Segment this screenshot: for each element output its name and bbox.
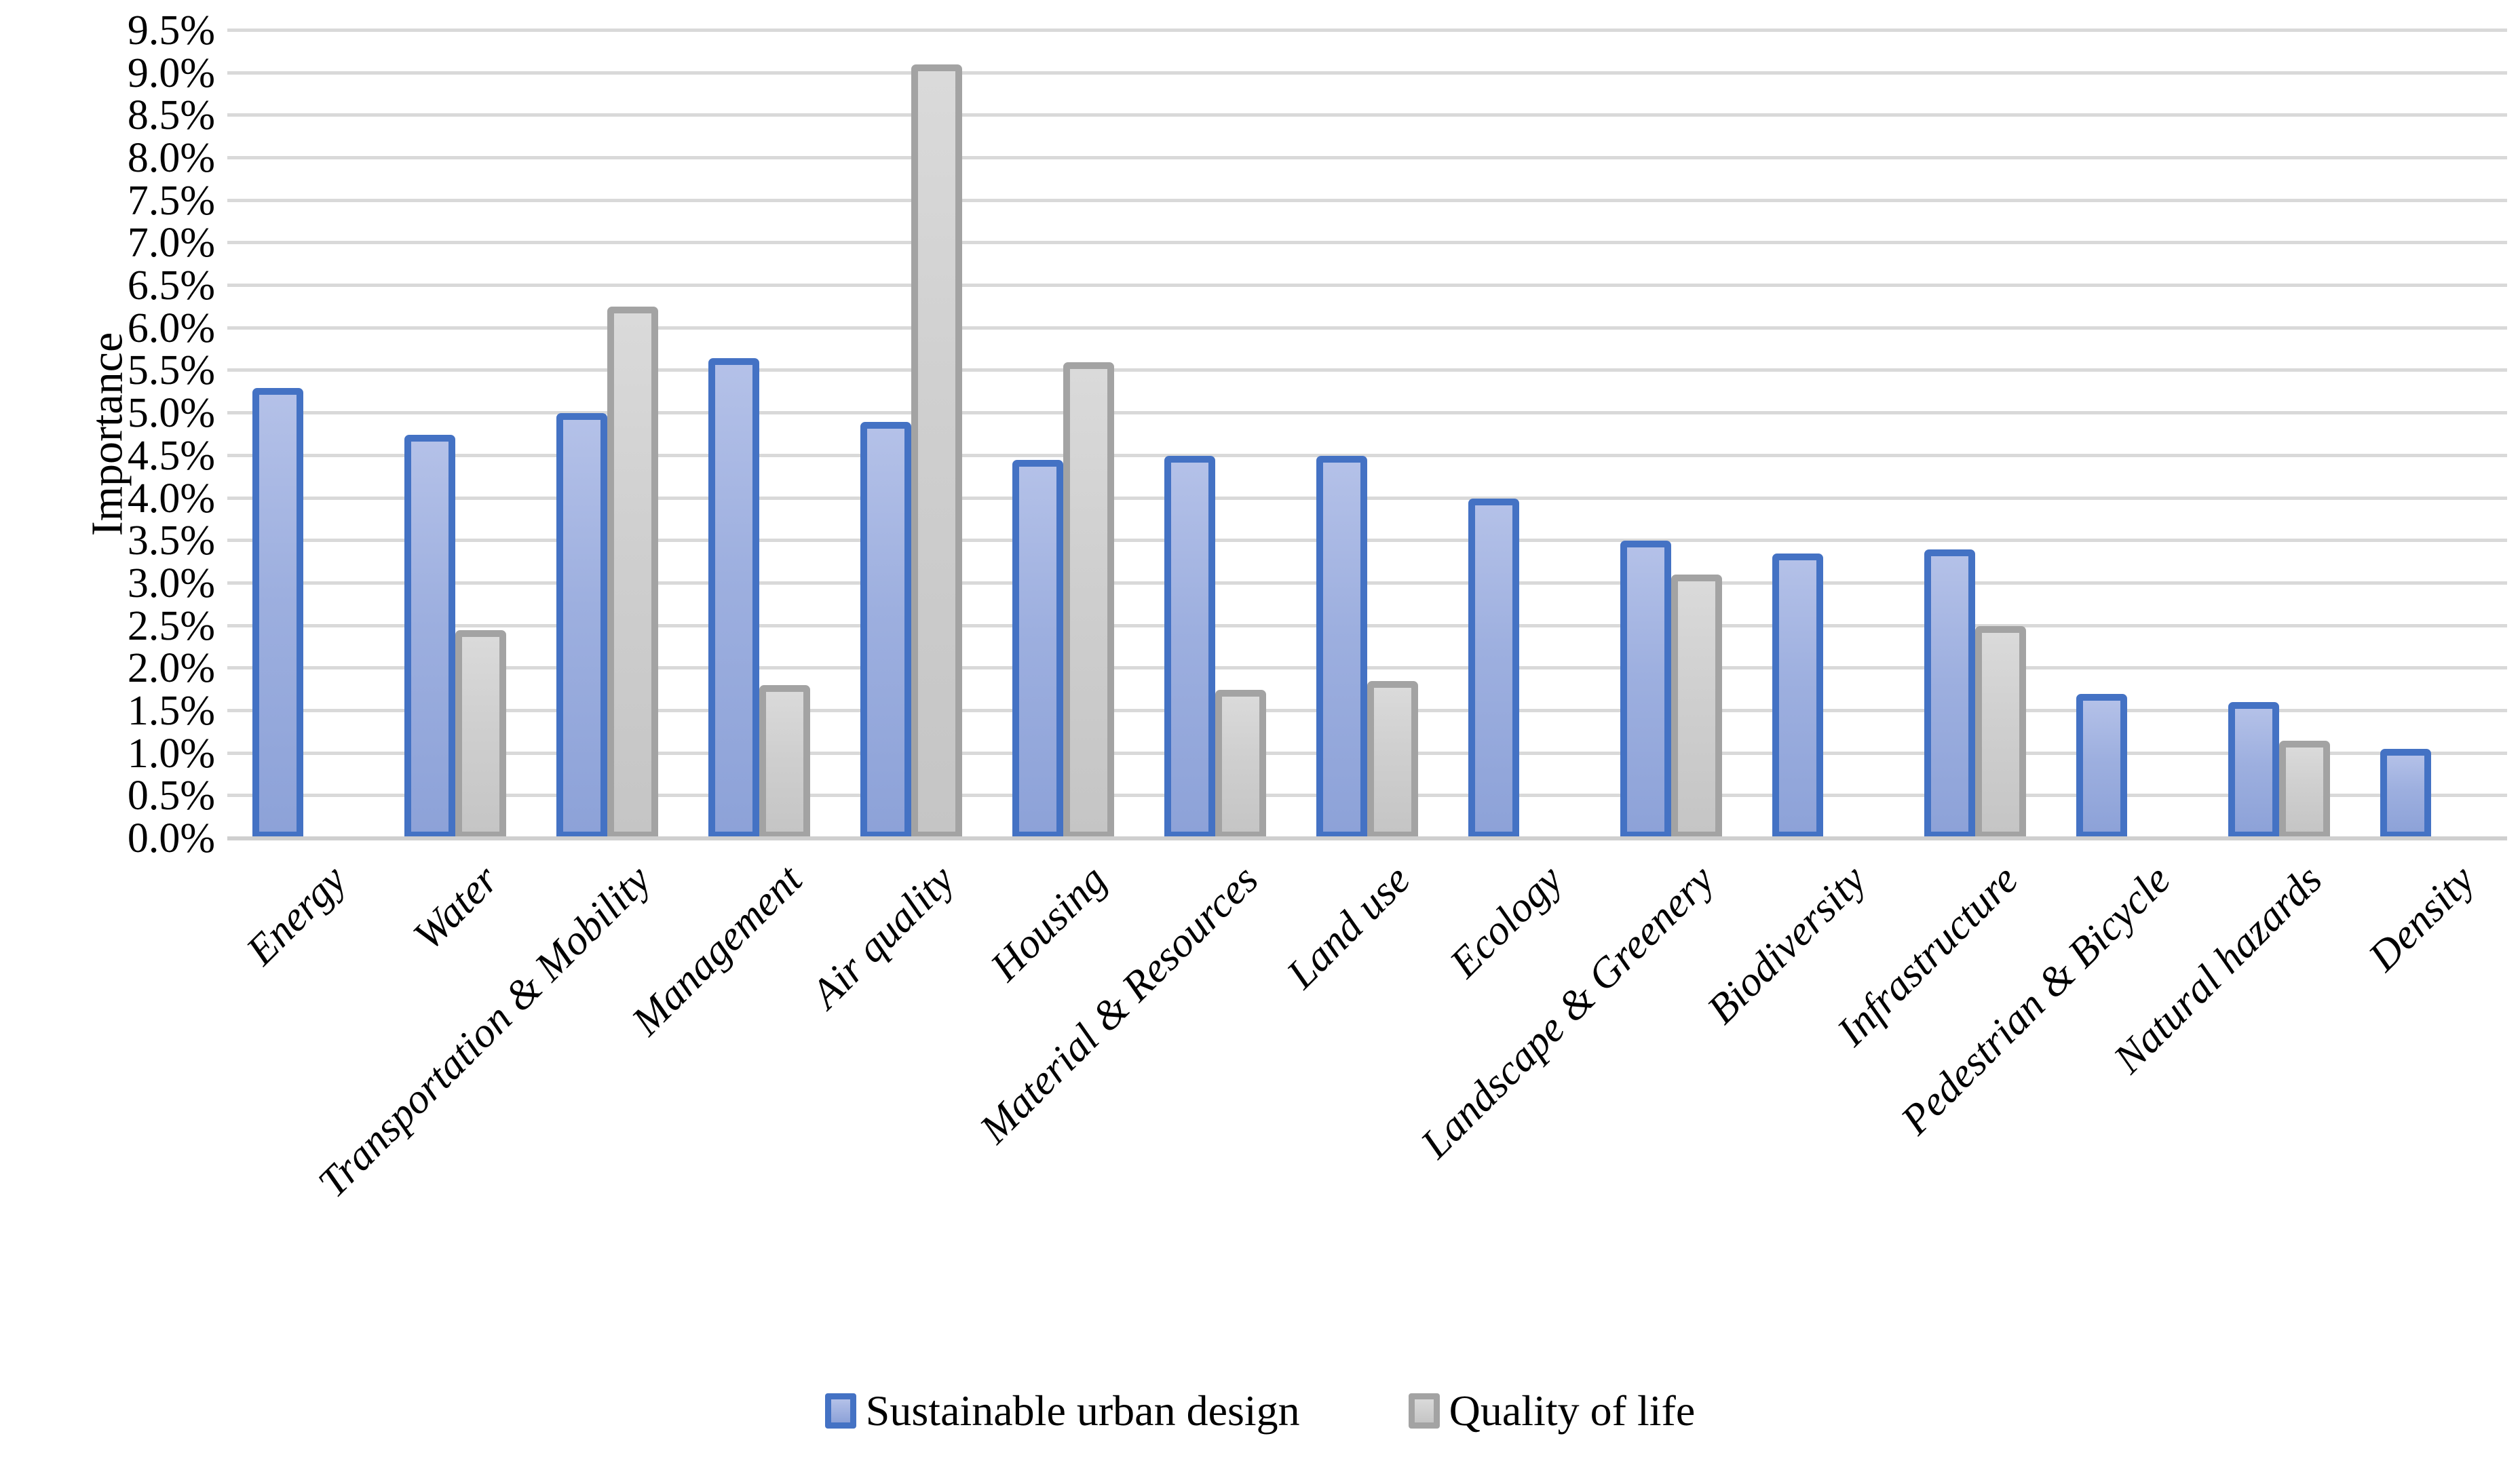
gridline [227,28,2507,32]
y-tick-label: 3.5% [127,518,215,564]
legend-item-sustainable-urban-design: Sustainable urban design [824,1386,1300,1435]
bar-quality-of-life [1975,625,2026,838]
x-category-label: Landscape & Greenery [1412,856,1723,1167]
y-tick-label: 8.5% [127,92,215,139]
y-tick-label: 7.5% [127,177,215,224]
bar-quality-of-life [1671,575,1722,838]
y-tick-label: 4.5% [127,432,215,479]
bar-sustainable-urban-design [556,413,607,838]
bar-sustainable-urban-design [1468,498,1519,838]
bar-sustainable-urban-design [1316,455,1367,838]
bar-sustainable-urban-design [1924,549,1975,838]
bar-quality-of-life [1063,362,1114,838]
x-category-label: Air quality [802,856,963,1017]
gridline [227,581,2507,585]
x-category-label: Energy [237,856,356,974]
bar-sustainable-urban-design [2228,702,2279,838]
x-category-label: Pedestrian & Bicycle [1892,856,2179,1144]
x-category-label: Land use [1278,856,1419,998]
y-tick-label: 6.5% [127,263,215,309]
y-tick-label: 9.5% [127,7,215,54]
gridline [227,156,2507,160]
gridline [227,496,2507,500]
x-category-label: Ecology [1440,856,1571,987]
bar-sustainable-urban-design [1164,455,1215,838]
gridline [227,113,2507,117]
y-tick-label: 5.0% [127,390,215,437]
gridline [227,411,2507,415]
gridline [227,241,2507,245]
legend-item-quality-of-life: Quality of life [1408,1386,1696,1435]
y-tick-label: 8.0% [127,135,215,182]
x-category-label: Housing [981,856,1115,990]
gridline [227,666,2507,670]
y-tick-label: 2.0% [127,645,215,692]
y-tick-label: 0.5% [127,773,215,819]
gridline [227,368,2507,372]
bar-sustainable-urban-design [2076,693,2127,838]
y-tick-label: 1.0% [127,730,215,777]
y-tick-label: 9.0% [127,50,215,96]
bar-quality-of-life [911,64,962,838]
bar-sustainable-urban-design [404,434,455,838]
y-tick-label: 1.5% [127,687,215,734]
bar-quality-of-life [759,685,810,838]
gridline [227,623,2507,627]
bar-quality-of-life [2279,740,2330,838]
x-category-label: Water [404,856,508,959]
y-tick-label: 7.0% [127,220,215,267]
legend-label: Quality of life [1449,1386,1696,1435]
x-axis-line [227,836,2507,840]
y-tick-label: 2.5% [127,602,215,649]
y-tick-label: 4.0% [127,475,215,522]
legend-swatch-blue [824,1393,856,1429]
legend: Sustainable urban design Quality of life [0,1389,2520,1433]
y-tick-label: 6.0% [127,305,215,351]
bar-sustainable-urban-design [2380,749,2431,838]
plot-area [227,28,2507,840]
gridline [227,284,2507,288]
y-tick-label: 0.0% [127,815,215,861]
gridline [227,453,2507,457]
bar-sustainable-urban-design [1620,541,1671,838]
y-tick-label: 3.0% [127,560,215,606]
legend-swatch-gray [1408,1393,1440,1429]
y-tick-label: 5.5% [127,347,215,394]
bar-quality-of-life [1367,681,1418,838]
x-category-label: Material & Resources [971,856,1267,1152]
gridline [227,198,2507,202]
gridline [227,326,2507,330]
bar-quality-of-life [455,629,506,838]
gridline [227,71,2507,75]
bar-sustainable-urban-design [1012,460,1063,838]
x-category-label: Density [2359,856,2483,980]
bar-sustainable-urban-design [252,387,303,838]
bar-quality-of-life [607,307,658,838]
legend-label: Sustainable urban design [865,1386,1300,1435]
bar-sustainable-urban-design [1772,554,1823,838]
gridline [227,539,2507,543]
bar-sustainable-urban-design [708,357,759,838]
bar-sustainable-urban-design [860,421,911,838]
bar-quality-of-life [1215,689,1266,838]
